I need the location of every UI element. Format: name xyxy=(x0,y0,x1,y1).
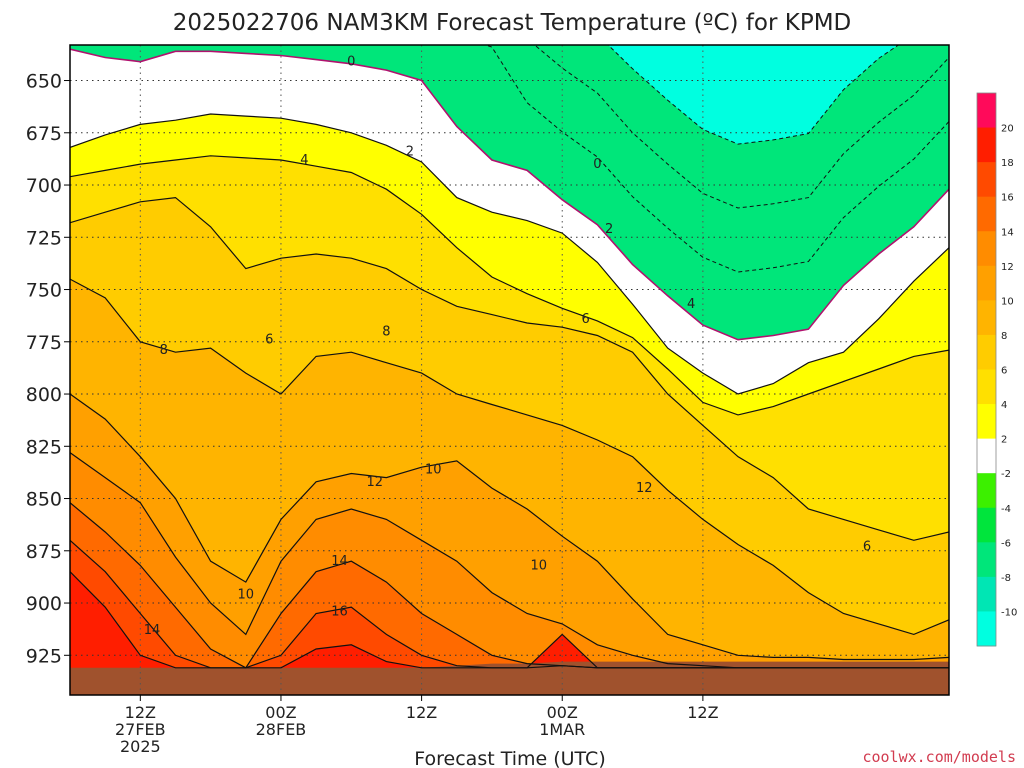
contour-label-12: 10 xyxy=(425,462,442,477)
plot-frame xyxy=(69,44,950,696)
isotherm-6 xyxy=(70,196,949,541)
y-tick-label-725: 725 xyxy=(26,227,62,249)
x-tick-label-6-2: 2025 xyxy=(120,737,161,756)
colorbar-legend: 20 18 16 14 12 10 8 6 4 2 -2 -4 -6 -8 -10 xyxy=(976,92,1017,647)
isotherm-8 xyxy=(70,278,949,636)
colorbar-frame xyxy=(976,92,997,647)
isotherm-lines xyxy=(70,45,949,669)
isotherm-18 xyxy=(70,571,949,669)
contour-labels: 0 0 2 2 4 4 6 6 6 8 8 10 10 10 12 12 14 14 16 xyxy=(144,55,871,638)
x-tick-label-54-0: 12Z xyxy=(687,703,718,722)
colorbar-bin--2 xyxy=(977,438,996,474)
chart-title: 2025022706 NAM3KM Forecast Temperature (… xyxy=(173,10,852,36)
y-tick-label-675: 675 xyxy=(26,123,62,145)
colorbar-bin--8 xyxy=(977,542,996,578)
contour-label-16: 14 xyxy=(144,623,161,638)
contour-label-15: 12 xyxy=(636,481,653,496)
colorbar-bin-20 xyxy=(977,93,996,129)
colorbar-label-6: 6 xyxy=(1001,366,1007,377)
y-tick-label-850: 850 xyxy=(26,489,62,511)
y-tick-label-925: 925 xyxy=(26,645,62,667)
isotherm-0 xyxy=(70,48,949,341)
y-tick-label-825: 825 xyxy=(26,436,62,458)
isotherm--8 xyxy=(607,45,900,145)
y-tick-label-700: 700 xyxy=(26,175,62,197)
y-tick-label-775: 775 xyxy=(26,332,62,354)
colorbar-label--4: -4 xyxy=(1001,504,1011,515)
x-tick-label-42-0: 00Z xyxy=(547,703,578,722)
y-tick-label-800: 800 xyxy=(26,384,62,406)
contour-label-8: 6 xyxy=(863,540,871,555)
isotherm--4 xyxy=(484,45,949,273)
plot-area: 0 0 2 2 4 4 6 6 6 8 8 10 10 10 12 12 14 14 16 xyxy=(70,45,949,695)
terrain-layer xyxy=(70,661,949,695)
colorbar-bin-2 xyxy=(977,404,996,440)
x-tick-label-18-1: 28FEB xyxy=(256,720,307,739)
isotherm-2 xyxy=(70,113,949,395)
colorbar-label-16: 16 xyxy=(1001,193,1014,204)
x-tick-label-30-0: 12Z xyxy=(406,703,437,722)
credit-text: coolwx.com/models xyxy=(862,748,1016,766)
temperature-fills xyxy=(70,45,949,695)
contour-label-9: 8 xyxy=(160,343,168,358)
colorbar-bin--10 xyxy=(977,576,996,612)
contour-label-13: 10 xyxy=(531,558,548,573)
contour-label-18: 16 xyxy=(331,604,348,619)
colorbar-label-14: 14 xyxy=(1001,227,1014,238)
y-tick-label-875: 875 xyxy=(26,541,62,563)
contour-label-1: 0 xyxy=(593,157,601,172)
terrain xyxy=(70,661,949,695)
colorbar-label--10: -10 xyxy=(1001,607,1017,618)
contour-label-7: 6 xyxy=(582,312,590,327)
isotherm-4 xyxy=(70,155,949,416)
y-tick-label-650: 650 xyxy=(26,71,62,93)
colorbar-bin-6 xyxy=(977,334,996,370)
colorbar-bin-10 xyxy=(977,265,996,301)
contour-label-10: 8 xyxy=(382,324,390,339)
colorbar-bin--4 xyxy=(977,473,996,509)
isotherm-10 xyxy=(70,393,949,661)
colorbar-bin-14 xyxy=(977,196,996,232)
x-tick-label-42-1: 1MAR xyxy=(539,720,585,739)
contour-label-6: 6 xyxy=(265,333,273,348)
contour-label-2: 2 xyxy=(406,145,414,160)
x-axis-label: Forecast Time (UTC) xyxy=(414,748,605,768)
colorbar-label-10: 10 xyxy=(1001,296,1014,307)
band-18 xyxy=(70,571,949,695)
contour-label-5: 4 xyxy=(687,297,695,312)
colorbar-label-2: 2 xyxy=(1001,435,1007,446)
x-tick-label-18-0: 00Z xyxy=(265,703,296,722)
colorbar-bin-12 xyxy=(977,231,996,267)
colorbar-label--2: -2 xyxy=(1001,469,1011,480)
band-16 xyxy=(70,540,949,695)
colorbar-label--6: -6 xyxy=(1001,538,1011,549)
colorbar-bin-16 xyxy=(977,162,996,198)
contour-label-4: 4 xyxy=(300,153,308,168)
colorbar-bin-18 xyxy=(977,127,996,163)
y-tick-label-750: 750 xyxy=(26,280,62,302)
colorbar-label-18: 18 xyxy=(1001,158,1014,169)
colorbar-bin--6 xyxy=(977,507,996,543)
grid-lines xyxy=(70,45,949,695)
colorbar-label--8: -8 xyxy=(1001,573,1011,584)
colorbar-label-8: 8 xyxy=(1001,331,1007,342)
contour-label-3: 2 xyxy=(605,222,613,237)
x-tick-label-6-1: 27FEB xyxy=(115,720,166,739)
colorbar-label-4: 4 xyxy=(1001,400,1007,411)
colorbar-bin-4 xyxy=(977,369,996,405)
y-axis: 650 675 700 725 750 775 800 825 850 875 900 925 xyxy=(26,71,70,667)
contour-label-17: 14 xyxy=(331,554,348,569)
colorbar-label-20: 20 xyxy=(1001,124,1014,135)
contour-label-11: 10 xyxy=(238,588,255,603)
x-tick-label-6-0: 12Z xyxy=(125,703,156,722)
contour-label-14: 12 xyxy=(366,475,383,490)
y-tick-label-900: 900 xyxy=(26,593,62,615)
colorbar-label-12: 12 xyxy=(1001,262,1014,273)
colorbar-bin--12 xyxy=(977,611,996,647)
colorbar-bin-8 xyxy=(977,300,996,336)
contour-label-0: 0 xyxy=(347,55,355,70)
